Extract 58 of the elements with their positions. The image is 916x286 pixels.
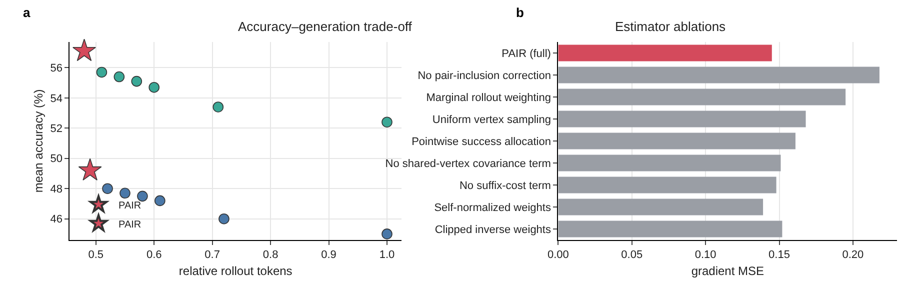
y-tick-label: 56	[50, 62, 62, 75]
point	[218, 213, 230, 224]
bar	[558, 154, 781, 172]
y-axis-title: mean accuracy (%)	[32, 89, 46, 193]
point	[154, 195, 166, 206]
bar	[558, 88, 846, 106]
point	[148, 82, 160, 93]
x-tick-label: 0.5	[88, 249, 104, 262]
point	[96, 66, 108, 78]
x-tick-label: 0.7	[204, 249, 220, 262]
x-tick-label: 0.9	[321, 249, 336, 262]
bar	[558, 132, 796, 150]
legend-label: PAIR	[118, 200, 142, 212]
bar	[558, 220, 782, 238]
y-tick-label: No pair-inclusion correction	[418, 70, 551, 82]
y-tick-label: Self-normalized weights	[434, 202, 552, 214]
point	[137, 190, 148, 202]
x-axis-title: gradient MSE	[691, 264, 764, 278]
y-tick-label: 50	[50, 153, 62, 166]
point	[78, 158, 102, 180]
legend-label: PAIR	[118, 219, 142, 230]
x-tick-label: 0.15	[768, 249, 790, 262]
y-tick-label: No shared-vertex covariance term	[385, 158, 551, 170]
bar	[558, 198, 764, 216]
point	[131, 76, 142, 87]
x-tick-label: 0.20	[842, 249, 864, 262]
point	[212, 102, 224, 112]
text: a	[23, 5, 31, 20]
x-tick-label: 0.10	[694, 249, 716, 262]
x-tick-label: 0.6	[146, 249, 162, 262]
y-tick-label: Clipped inverse weights	[434, 224, 552, 236]
x-tick-label: 0.00	[547, 249, 569, 262]
chart-title: Accuracy–generation trade-off	[238, 19, 412, 34]
x-tick-label: 1.0	[379, 249, 395, 262]
y-tick-label: No suffix-cost term	[459, 180, 551, 192]
chart-title: Estimator ablations	[615, 19, 726, 34]
y-tick-label: PAIR (full)	[502, 48, 551, 60]
point	[102, 183, 113, 194]
y-tick-label: 46	[50, 214, 62, 226]
y-tick-label: Uniform vertex sampling	[432, 114, 551, 126]
text: b	[516, 5, 524, 20]
y-tick-label: Marginal rollout weighting	[426, 92, 551, 104]
bar	[558, 44, 772, 62]
bar	[558, 110, 806, 128]
point	[72, 38, 96, 62]
point	[120, 188, 130, 199]
y-tick-label: 52	[50, 123, 62, 135]
x-axis-title: relative rollout tokens	[178, 264, 292, 278]
x-tick-label: 0.8	[262, 249, 278, 262]
y-tick-label: 54	[50, 92, 62, 105]
y-tick-label: 48	[50, 183, 62, 196]
point	[114, 71, 125, 82]
point	[382, 116, 392, 128]
bar	[558, 66, 880, 84]
x-tick-label: 0.05	[621, 249, 643, 262]
y-tick-label: Pointwise success allocation	[412, 136, 551, 148]
point	[382, 228, 392, 240]
bar	[558, 176, 776, 194]
